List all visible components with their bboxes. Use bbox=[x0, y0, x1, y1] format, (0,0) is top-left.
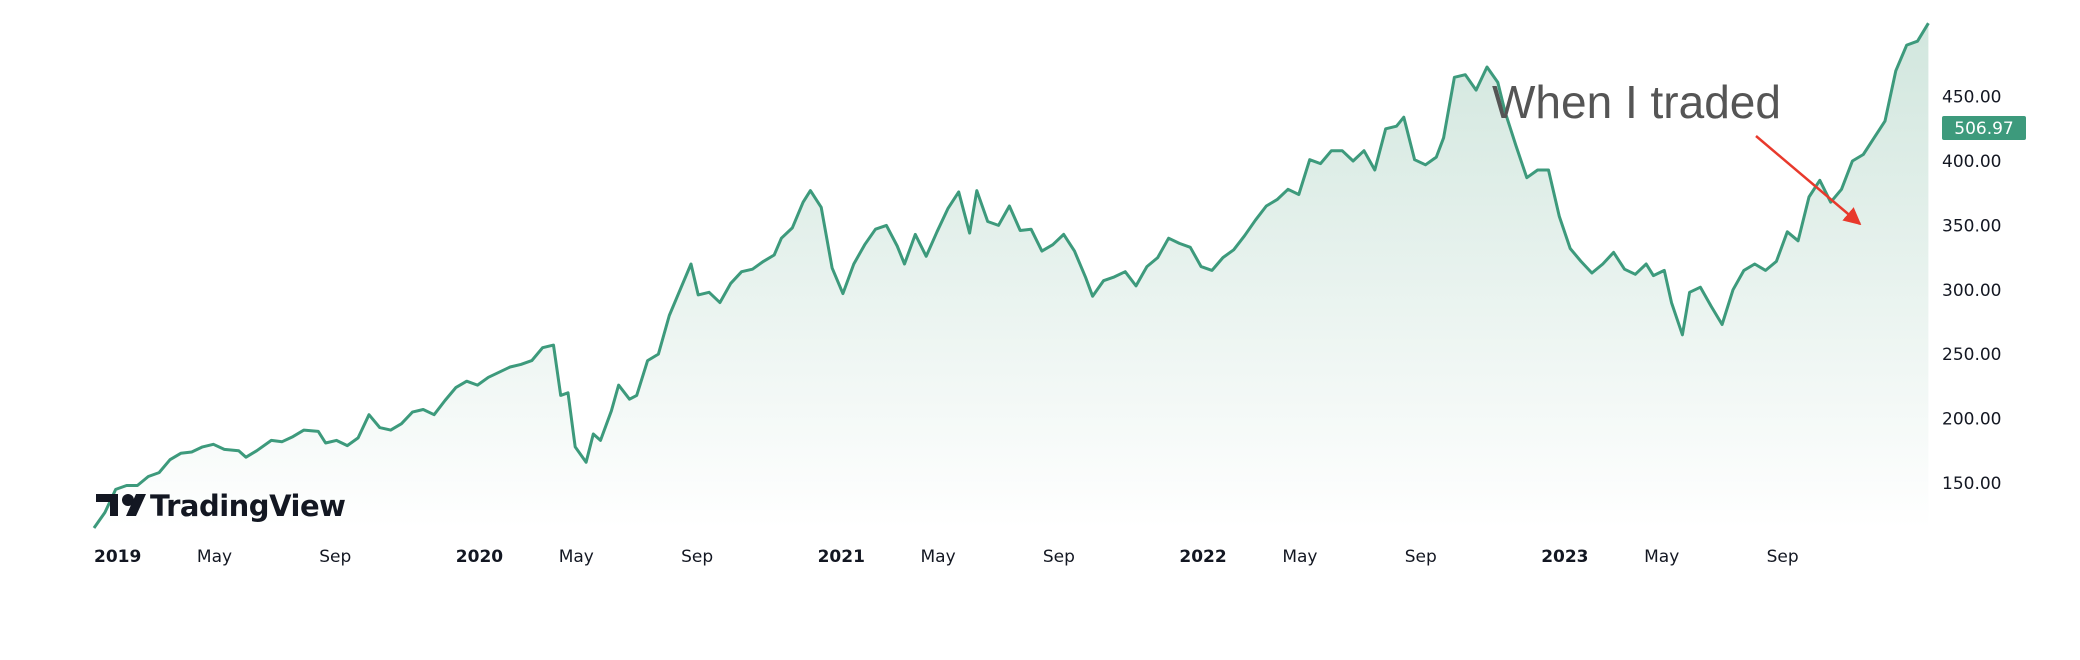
y-tick-label: 200.00 bbox=[1942, 410, 2001, 430]
x-tick-label: Sep bbox=[1405, 547, 1437, 567]
x-tick-label: May bbox=[1644, 547, 1679, 567]
y-tick-label: 350.00 bbox=[1942, 216, 2001, 236]
x-tick-label: 2020 bbox=[456, 547, 503, 567]
annotation: When I traded bbox=[1492, 76, 1862, 226]
plot-area bbox=[92, 22, 1930, 529]
x-axis: 2019 May Sep 2020 May Sep 2021 May Sep 2022 May Sep… bbox=[94, 547, 1799, 567]
tv-logo-icon bbox=[96, 494, 146, 516]
y-axis: 450.00 400.00 350.00 300.00 250.00 200.00 150.… bbox=[1942, 88, 2001, 494]
annotation-arrow-icon bbox=[1755, 135, 1862, 226]
last-price-value: 506.97 bbox=[1954, 119, 2013, 139]
last-price-badge: 506.97 bbox=[1942, 116, 2026, 140]
x-tick-label: May bbox=[1282, 547, 1317, 567]
x-tick-label: Sep bbox=[681, 547, 713, 567]
x-tick-label: May bbox=[921, 547, 956, 567]
y-tick-label: 300.00 bbox=[1942, 281, 2001, 301]
annotation-text: When I traded bbox=[1492, 76, 1781, 128]
x-tick-label: Sep bbox=[1767, 547, 1799, 567]
x-tick-label: May bbox=[559, 547, 594, 567]
y-tick-label: 400.00 bbox=[1942, 152, 2001, 172]
price-line bbox=[92, 22, 1930, 529]
tradingview-wordmark: TradingView bbox=[150, 489, 345, 523]
x-tick-label: May bbox=[197, 547, 232, 567]
last-price-badge-bg bbox=[1942, 116, 2026, 140]
tradingview-logo[interactable]: TradingView bbox=[96, 489, 346, 523]
y-tick-label: 450.00 bbox=[1942, 88, 2001, 108]
x-tick-label: Sep bbox=[319, 547, 351, 567]
price-area-fill bbox=[94, 23, 1929, 528]
y-tick-label: 150.00 bbox=[1942, 474, 2001, 494]
x-tick-label: 2021 bbox=[818, 547, 865, 567]
x-tick-label: 2023 bbox=[1541, 547, 1588, 567]
x-tick-label: Sep bbox=[1043, 547, 1075, 567]
x-tick-label: 2019 bbox=[94, 547, 141, 567]
y-tick-label: 250.00 bbox=[1942, 345, 2001, 365]
x-tick-label: 2022 bbox=[1179, 547, 1226, 567]
